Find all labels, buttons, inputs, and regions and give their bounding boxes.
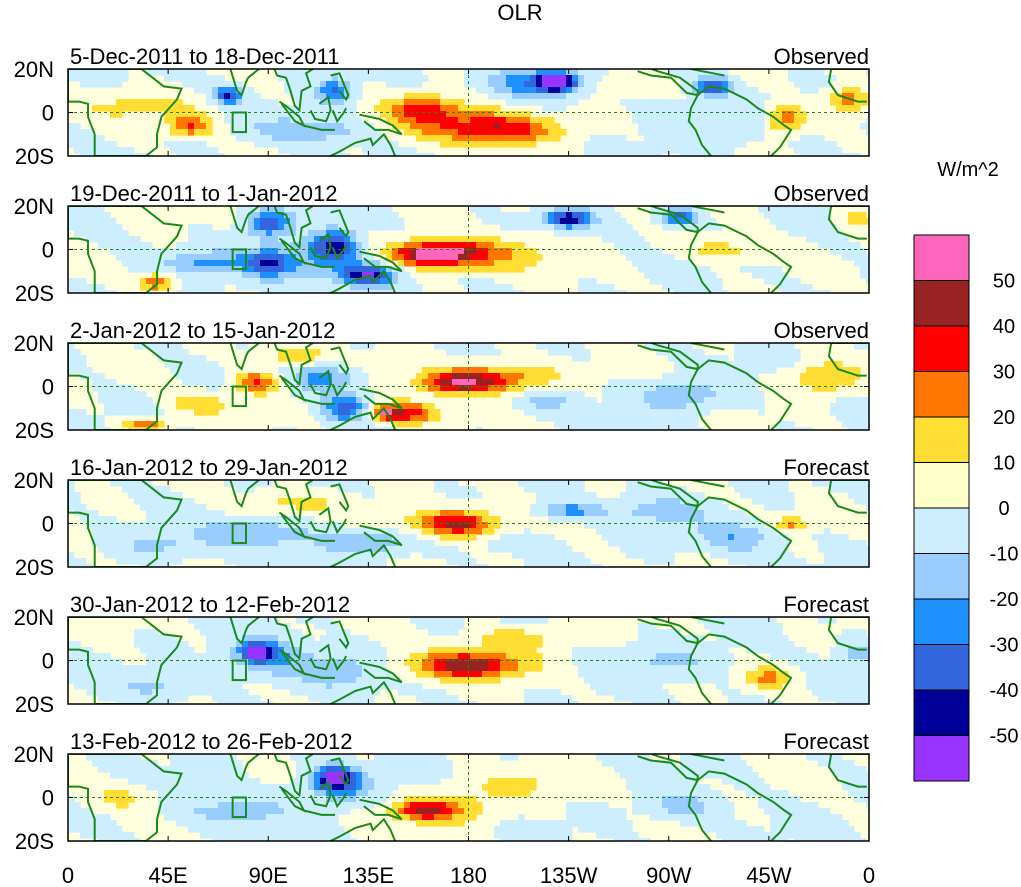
y-tick-label: 20N [14, 194, 54, 219]
colorbar-swatch [913, 598, 970, 645]
panel-source-label: Observed [774, 44, 869, 69]
y-tick-label: 20S [15, 829, 54, 854]
y-tick-label: 20S [15, 418, 54, 443]
y-tick-label: 20N [14, 57, 54, 82]
y-tick-label: 20N [14, 605, 54, 630]
colorbar-swatch [913, 280, 970, 327]
panel-1: 20N 0 20S 5-Dec-2011 to 18-Dec-2011 Observed [14, 44, 870, 169]
colorbar-label: -40 [990, 680, 1019, 702]
panel-source-label: Observed [774, 318, 869, 343]
panel-source-label: Observed [774, 181, 869, 206]
y-tick-label: 20S [15, 692, 54, 717]
x-tick-label: 135W [540, 863, 598, 887]
y-tick-label: 20N [14, 468, 54, 493]
colorbar-swatch [913, 416, 970, 463]
reference-box [231, 796, 247, 819]
y-tick-label: 20N [14, 742, 54, 767]
colorbar-label: 30 [993, 362, 1015, 384]
colorbar-swatch [913, 325, 970, 372]
colorbar-label: -20 [990, 589, 1019, 611]
panel-source-label: Forecast [783, 592, 869, 617]
olr-anomaly-field [68, 754, 869, 841]
panel-period-label: 16-Jan-2012 to 29-Jan-2012 [70, 455, 348, 480]
x-tick-label: 45W [746, 863, 791, 887]
colorbar-label: -30 [990, 635, 1019, 657]
colorbar-label: 50 [993, 271, 1015, 293]
olr-anomaly-field [68, 617, 869, 704]
coastlines [68, 754, 869, 841]
y-tick-label: 0 [42, 238, 54, 263]
panel-period-label: 2-Jan-2012 to 15-Jan-2012 [70, 318, 335, 343]
x-tick-label: 45E [149, 863, 188, 887]
panel-3: 20N 0 20S 2-Jan-2012 to 15-Jan-2012 Observed [14, 318, 870, 443]
olr-anomaly-field [68, 69, 869, 156]
coastlines [68, 480, 869, 567]
x-tick-label: 0 [863, 863, 875, 887]
y-tick-label: 0 [42, 649, 54, 674]
reference-box [231, 111, 247, 134]
colorbar-label: 10 [993, 453, 1015, 475]
coastlines [68, 617, 869, 704]
y-tick-label: 20N [14, 331, 54, 356]
panel-period-label: 5-Dec-2011 to 18-Dec-2011 [70, 44, 339, 69]
y-tick-label: 20S [15, 281, 54, 306]
olr-anomaly-field [68, 343, 869, 430]
panel-5: 20N 0 20S 30-Jan-2012 to 12-Feb-2012 Forecas… [14, 592, 870, 717]
colorbar-swatch [913, 371, 970, 418]
y-tick-label: 20S [15, 144, 54, 169]
panel-source-label: Forecast [783, 729, 869, 754]
x-tick-label: 90W [646, 863, 691, 887]
colorbar-label: -50 [990, 726, 1019, 748]
colorbar-label: 0 [998, 498, 1009, 520]
y-tick-label: 0 [42, 786, 54, 811]
reference-box [231, 659, 247, 682]
colorbar-swatch [913, 507, 970, 554]
colorbar-label: 20 [993, 407, 1015, 429]
x-tick-label: 90E [249, 863, 288, 887]
panel-source-label: Forecast [783, 455, 869, 480]
y-tick-label: 0 [42, 101, 54, 126]
olr-anomaly-field [68, 480, 869, 567]
x-tick-label: 0 [62, 863, 74, 887]
y-tick-label: 0 [42, 375, 54, 400]
panel-2: 20N 0 20S 19-Dec-2011 to 1-Jan-2012 Observed [14, 181, 870, 306]
colorbar-swatch [913, 234, 970, 281]
colorbar-swatch [913, 462, 970, 509]
x-tick-label: 180 [450, 863, 487, 887]
colorbar-swatch [913, 689, 970, 736]
panel-period-label: 13-Feb-2012 to 26-Feb-2012 [70, 729, 353, 754]
panel-4: 20N 0 20S 16-Jan-2012 to 29-Jan-2012 Forecas… [14, 455, 870, 580]
reference-box [231, 248, 247, 271]
x-tick-label: 135E [343, 863, 394, 887]
colorbar-swatch [913, 644, 970, 691]
colorbar-label: 40 [993, 316, 1015, 338]
panels-group: 20N 0 20S 5-Dec-2011 to 18-Dec-2011 Observed… [14, 44, 870, 854]
reference-box [231, 522, 247, 545]
panel-period-label: 30-Jan-2012 to 12-Feb-2012 [70, 592, 350, 617]
reference-box [231, 385, 247, 408]
y-tick-label: 20S [15, 555, 54, 580]
colorbar-label: -10 [990, 544, 1019, 566]
y-tick-label: 0 [42, 512, 54, 537]
colorbar-units-label: W/m^2 [937, 159, 999, 181]
chart-title: OLR [497, 0, 542, 25]
panel-period-label: 19-Dec-2011 to 1-Jan-2012 [70, 181, 337, 206]
x-axis-ticks: 0 45E 90E 135E 180 135W 90W 45W 0 [62, 863, 875, 887]
olr-anomaly-field [68, 206, 869, 293]
panel-6: 20N 0 20S 13-Feb-2012 to 26-Feb-2012 Forecas… [14, 729, 870, 854]
colorbar: 50 40 30 20 10 0 -10 -20 -30 -40 -50 [913, 234, 1019, 782]
colorbar-swatch [913, 553, 970, 600]
colorbar-swatch [913, 735, 970, 782]
